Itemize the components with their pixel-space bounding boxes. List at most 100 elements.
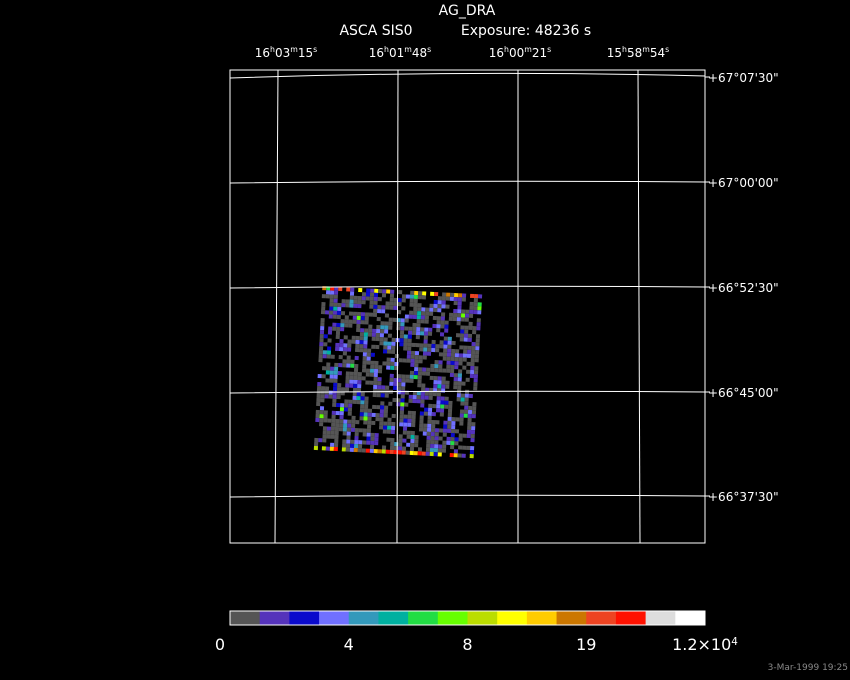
pixel bbox=[360, 392, 365, 397]
pixel bbox=[455, 349, 460, 354]
pixel bbox=[430, 291, 435, 296]
pixel bbox=[461, 293, 467, 298]
pixel bbox=[369, 372, 374, 377]
pixel bbox=[436, 320, 441, 325]
pixel bbox=[414, 363, 419, 368]
pixel bbox=[422, 291, 427, 296]
pixel bbox=[345, 443, 351, 448]
pixel bbox=[346, 363, 351, 368]
pixel bbox=[365, 368, 371, 373]
pixel bbox=[434, 440, 439, 445]
pixel bbox=[476, 326, 481, 331]
pixel bbox=[471, 422, 476, 427]
pixel bbox=[320, 394, 325, 399]
pixel bbox=[468, 325, 473, 330]
pixel bbox=[364, 404, 369, 409]
pixel bbox=[471, 341, 476, 347]
pixel bbox=[333, 290, 339, 295]
pixel bbox=[400, 318, 405, 323]
pixel bbox=[344, 323, 349, 328]
pixel bbox=[473, 382, 478, 387]
pixel bbox=[331, 418, 336, 423]
pixel bbox=[360, 320, 365, 325]
dec-label: +66°37'30" bbox=[708, 490, 779, 504]
pixel bbox=[435, 348, 440, 353]
pixel bbox=[453, 385, 458, 390]
pixel bbox=[427, 343, 432, 348]
pixel bbox=[472, 329, 477, 335]
pixel bbox=[384, 325, 389, 330]
pixel bbox=[473, 310, 478, 315]
pixel bbox=[389, 373, 394, 378]
pixel bbox=[377, 297, 382, 302]
pixel bbox=[379, 421, 384, 426]
pixel bbox=[326, 434, 331, 439]
pixel bbox=[410, 438, 415, 444]
pixel bbox=[474, 354, 480, 359]
colorbar-label-part: 8 bbox=[462, 635, 472, 654]
pixel bbox=[349, 379, 354, 384]
pixel bbox=[460, 393, 465, 398]
pixel bbox=[362, 364, 367, 369]
pixel bbox=[399, 414, 404, 419]
pixel bbox=[383, 409, 389, 414]
pixel bbox=[411, 330, 417, 336]
pixel bbox=[416, 323, 421, 328]
pixel bbox=[334, 362, 339, 368]
pixel bbox=[350, 363, 355, 368]
pixel bbox=[326, 362, 331, 367]
pixel bbox=[323, 334, 328, 339]
pixel bbox=[404, 318, 409, 323]
pixel bbox=[394, 361, 399, 367]
pixel bbox=[325, 446, 331, 451]
pixel bbox=[371, 420, 376, 426]
pixel bbox=[360, 396, 365, 401]
pixel bbox=[437, 448, 443, 453]
pixel bbox=[336, 402, 341, 408]
pixel bbox=[335, 330, 341, 336]
pixel bbox=[421, 451, 426, 456]
pixel bbox=[460, 317, 465, 322]
pixel bbox=[458, 353, 464, 358]
pixel bbox=[397, 310, 402, 315]
pixel bbox=[420, 403, 425, 408]
pixel bbox=[351, 335, 356, 340]
pixel bbox=[338, 355, 343, 360]
pixel bbox=[357, 444, 363, 449]
pixel bbox=[423, 339, 428, 344]
pixel bbox=[457, 305, 462, 310]
pixel bbox=[446, 352, 452, 357]
pixel bbox=[424, 391, 430, 396]
pixel bbox=[421, 383, 426, 388]
pixel bbox=[401, 306, 406, 311]
ra-label-part: 15 bbox=[607, 46, 622, 60]
pixel bbox=[410, 434, 415, 440]
pixel bbox=[404, 314, 410, 319]
pixel bbox=[393, 297, 398, 303]
pixel bbox=[432, 403, 437, 409]
pixel bbox=[453, 449, 459, 454]
pixel bbox=[403, 338, 408, 343]
pixel bbox=[419, 331, 425, 336]
pixel bbox=[433, 380, 438, 385]
pixel bbox=[464, 325, 469, 330]
pixel bbox=[407, 346, 412, 351]
pixel bbox=[452, 316, 457, 322]
pixel bbox=[329, 298, 334, 303]
pixel bbox=[391, 341, 396, 346]
pixel bbox=[366, 440, 371, 445]
pixel bbox=[434, 436, 439, 441]
pixel bbox=[397, 450, 402, 455]
pixel bbox=[356, 315, 361, 321]
pixel bbox=[351, 419, 356, 424]
pixel bbox=[418, 355, 423, 360]
pixel bbox=[423, 423, 428, 428]
pixel bbox=[333, 442, 339, 448]
pixel bbox=[390, 437, 395, 443]
pixel bbox=[370, 440, 375, 446]
ra-label: 16h03m15s bbox=[255, 45, 317, 60]
pixel bbox=[365, 380, 370, 385]
dec-label: +67°07'30" bbox=[708, 71, 779, 85]
pixel bbox=[473, 306, 478, 311]
pixel bbox=[397, 378, 402, 383]
